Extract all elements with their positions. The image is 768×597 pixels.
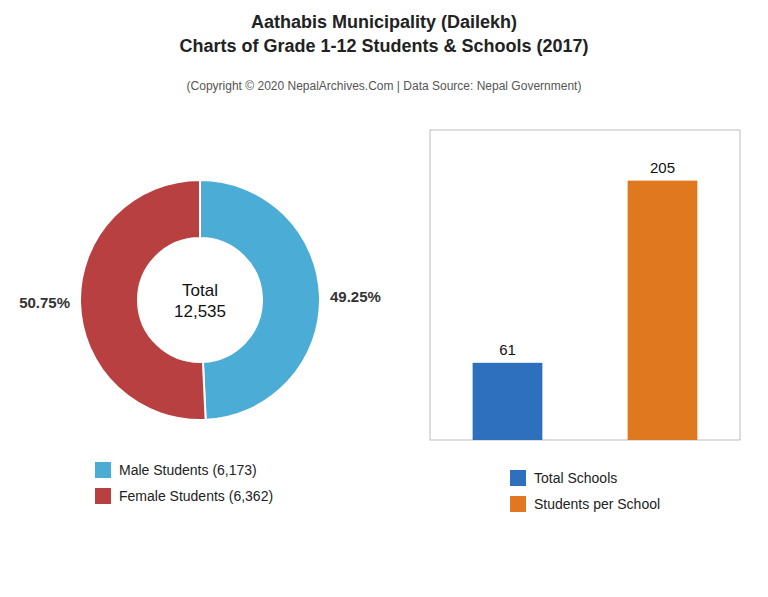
legend-label: Total Schools <box>534 470 617 486</box>
donut-slice <box>200 180 320 420</box>
data-label: 49.25% <box>330 288 381 305</box>
bar <box>628 181 698 440</box>
data-label: 61 <box>499 341 516 358</box>
annotation-line: Total <box>182 281 218 300</box>
plot-frame <box>430 130 740 440</box>
center-annotation: Total 12,535 <box>174 281 226 321</box>
data-label: 205 <box>650 159 675 176</box>
legend-label: Male Students (6,173) <box>119 462 257 478</box>
legend-label: Students per School <box>534 496 660 512</box>
donut-slice <box>80 180 206 420</box>
bars <box>473 181 698 440</box>
donut-chart: 49.25% 50.75% Total 12,535 <box>19 180 381 420</box>
legend-swatch <box>95 488 111 504</box>
subtitle: (Copyright © 2020 NepalArchives.Com | Da… <box>187 79 582 93</box>
title-line: Aathabis Municipality (Dailekh) <box>251 12 517 32</box>
annotation-line: 12,535 <box>174 302 226 321</box>
title-line: Charts of Grade 1-12 Students & Schools … <box>179 36 588 56</box>
legend: Male Students (6,173) Female Students (6,… <box>95 462 273 504</box>
data-label: 50.75% <box>19 294 70 311</box>
legend-swatch <box>510 496 526 512</box>
legend-label: Female Students (6,362) <box>119 488 273 504</box>
title: Aathabis Municipality (Dailekh) Charts of… <box>179 12 588 56</box>
bar-chart: 61 205 <box>430 130 740 440</box>
bar <box>473 363 543 440</box>
chart-root: Aathabis Municipality (Dailekh) Charts of… <box>0 0 768 597</box>
legend-swatch <box>510 470 526 486</box>
legend: Total Schools Students per School <box>510 470 660 512</box>
legend-swatch <box>95 462 111 478</box>
